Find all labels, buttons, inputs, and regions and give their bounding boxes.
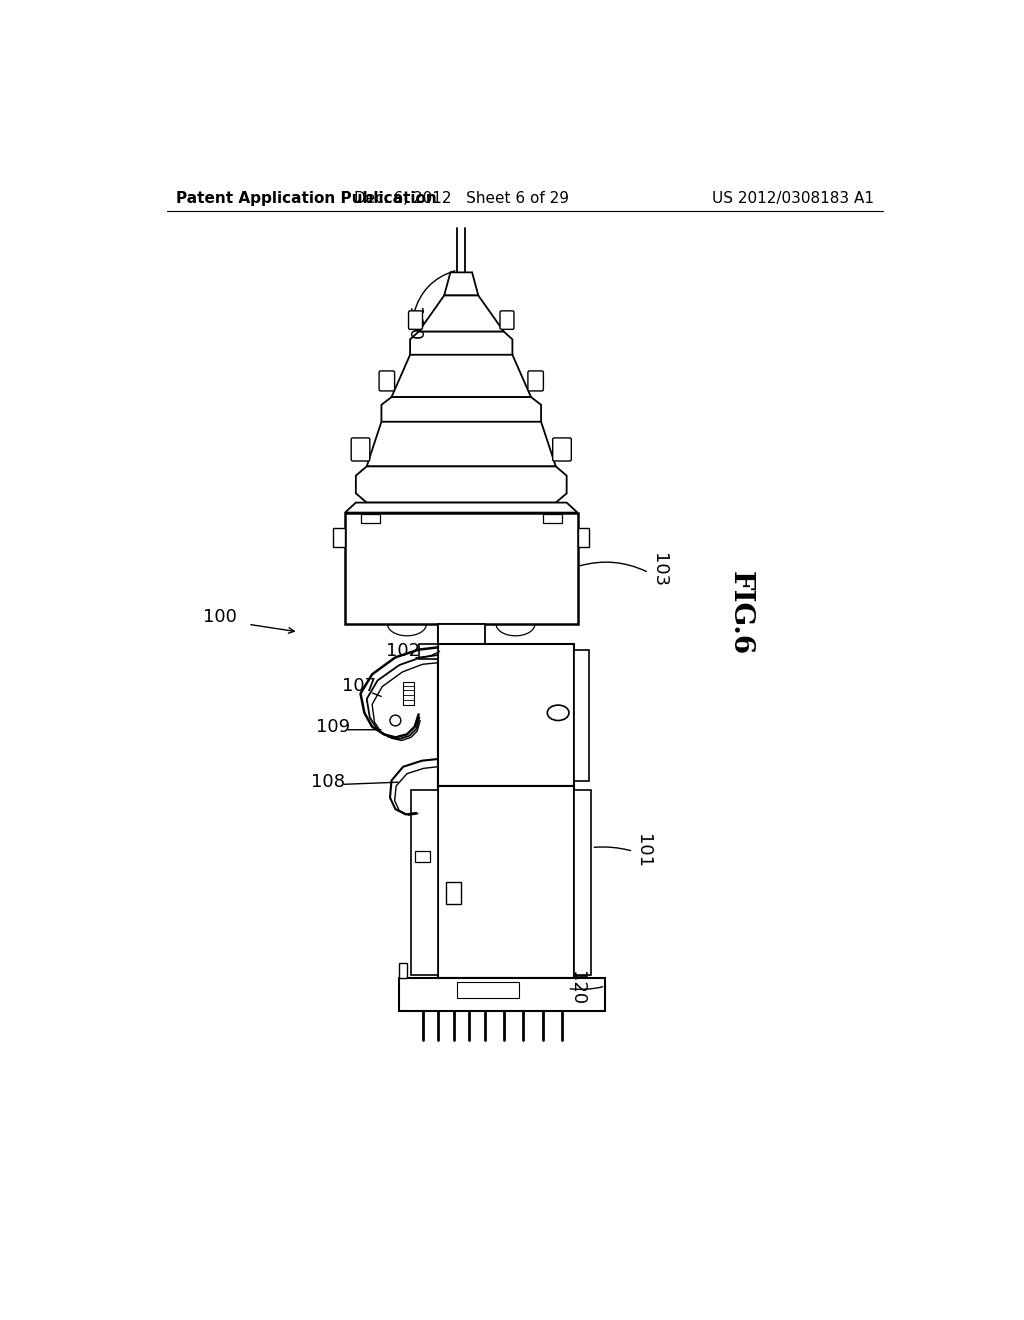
Text: Patent Application Publication: Patent Application Publication [176,191,437,206]
Text: 109: 109 [316,718,350,735]
Bar [438,624,484,644]
Bar [573,789,591,974]
Bar [438,644,573,785]
Bar [578,528,589,548]
Ellipse shape [547,705,569,721]
FancyBboxPatch shape [409,312,423,330]
Polygon shape [410,331,512,363]
FancyBboxPatch shape [379,371,394,391]
Polygon shape [356,466,566,503]
Text: 108: 108 [311,774,345,791]
Bar [573,649,589,780]
Bar [334,528,345,548]
Text: 101: 101 [635,834,652,869]
Polygon shape [419,296,504,331]
Text: 100: 100 [203,607,237,626]
Bar [403,682,414,705]
Text: 103: 103 [650,553,668,587]
Text: 110: 110 [404,308,422,341]
Polygon shape [444,272,478,296]
FancyBboxPatch shape [500,312,514,330]
Bar [438,785,573,978]
Bar [399,964,407,978]
Bar [458,982,519,998]
Circle shape [390,715,400,726]
Text: US 2012/0308183 A1: US 2012/0308183 A1 [712,191,873,206]
FancyBboxPatch shape [351,438,370,461]
Polygon shape [367,422,556,466]
Bar [419,644,438,659]
Polygon shape [345,503,578,512]
Text: FIG.6: FIG.6 [727,570,754,655]
Bar [399,978,604,1011]
Bar [360,515,380,524]
Bar [415,851,430,862]
FancyBboxPatch shape [553,438,571,461]
Bar [543,515,562,524]
Text: Dec. 6, 2012   Sheet 6 of 29: Dec. 6, 2012 Sheet 6 of 29 [353,191,568,206]
Text: 102: 102 [386,643,420,660]
Polygon shape [391,355,531,397]
Bar [411,789,438,974]
Polygon shape [381,397,541,429]
Bar [445,882,461,904]
Text: 107: 107 [342,677,376,694]
FancyBboxPatch shape [528,371,544,391]
Text: 120: 120 [568,972,587,1006]
Bar [345,512,578,624]
